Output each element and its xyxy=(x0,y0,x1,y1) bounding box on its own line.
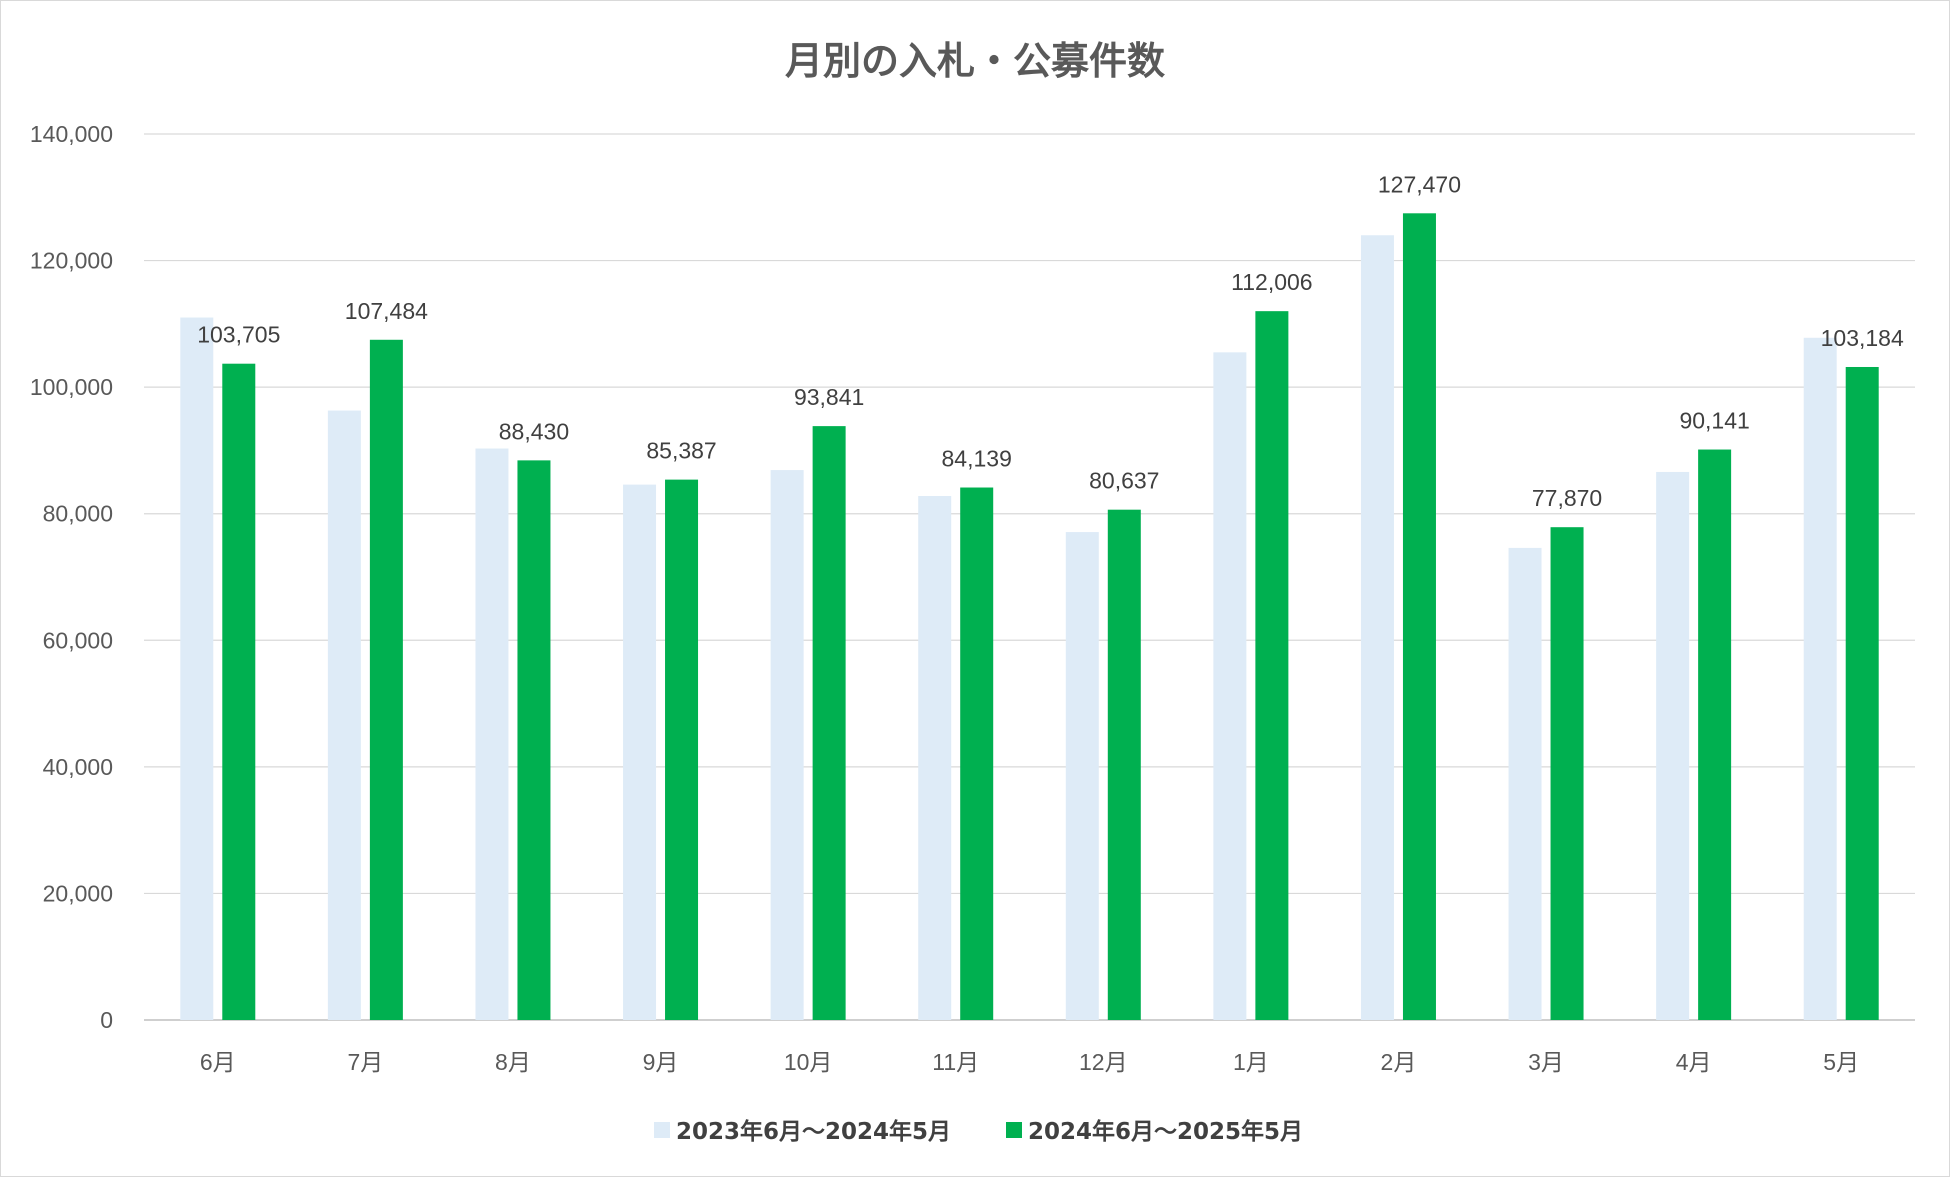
y-tick-label: 0 xyxy=(100,1007,113,1033)
x-tick-label: 11月 xyxy=(932,1049,979,1075)
data-labels: 103,705 107,484 88,430 85,387 93,841 84,139 80… xyxy=(197,171,1904,511)
x-tick-label: 8月 xyxy=(495,1049,531,1075)
data-label: 127,470 xyxy=(1378,171,1461,197)
bar-2023 xyxy=(180,317,214,1020)
bar-2023 xyxy=(1656,471,1690,1021)
y-tick-label: 60,000 xyxy=(43,627,113,653)
y-tick-label: 100,000 xyxy=(30,374,113,400)
bar-2024 xyxy=(1402,213,1436,1020)
bars xyxy=(180,213,1879,1021)
bar-2024 xyxy=(1698,449,1732,1020)
bar-2024 xyxy=(665,479,699,1020)
bar-2024 xyxy=(369,339,403,1021)
bar-2023 xyxy=(1508,547,1542,1020)
data-label: 88,430 xyxy=(499,418,569,444)
x-tick-label: 12月 xyxy=(1079,1049,1128,1075)
x-axis-ticks: 6月 7月 8月 9月 10月 11月 12月 1月 2月 3月 4月 5月 xyxy=(200,1049,1859,1075)
x-tick-label: 1月 xyxy=(1233,1049,1269,1075)
legend-label: 2024年6月～2025年5月 xyxy=(1028,1118,1303,1145)
y-tick-label: 20,000 xyxy=(43,880,113,906)
bar-2024 xyxy=(1107,509,1141,1020)
data-label: 90,141 xyxy=(1679,408,1749,434)
y-tick-label: 80,000 xyxy=(43,501,113,527)
y-tick-label: 40,000 xyxy=(43,754,113,780)
bar-2023 xyxy=(918,495,952,1021)
bar-2024 xyxy=(1255,311,1289,1021)
x-tick-label: 9月 xyxy=(643,1049,679,1075)
bar-2023 xyxy=(1065,532,1099,1020)
data-label: 77,870 xyxy=(1532,485,1602,511)
bar-2023 xyxy=(623,484,657,1020)
x-tick-label: 2月 xyxy=(1381,1049,1417,1075)
legend-swatch xyxy=(654,1122,670,1138)
data-label: 84,139 xyxy=(942,446,1012,472)
bar-2023 xyxy=(1213,352,1247,1021)
y-tick-label: 140,000 xyxy=(30,121,113,147)
data-label: 93,841 xyxy=(794,384,864,410)
data-label: 112,006 xyxy=(1231,269,1312,295)
x-tick-label: 4月 xyxy=(1676,1049,1712,1075)
data-label: 103,184 xyxy=(1821,325,1904,351)
x-tick-label: 6月 xyxy=(200,1049,236,1075)
bar-2023 xyxy=(327,410,361,1020)
legend-label: 2023年6月～2024年5月 xyxy=(676,1118,951,1145)
bar-2023 xyxy=(770,470,804,1021)
data-label: 107,484 xyxy=(345,298,428,324)
bar-2024 xyxy=(1845,366,1879,1020)
y-tick-label: 120,000 xyxy=(30,248,113,274)
bar-2023 xyxy=(1803,337,1837,1020)
data-label: 80,637 xyxy=(1089,468,1159,494)
data-label: 103,705 xyxy=(197,322,280,348)
data-label: 85,387 xyxy=(646,438,716,464)
bar-2024 xyxy=(517,460,551,1020)
bar-2024 xyxy=(812,426,846,1021)
bar-2024 xyxy=(1550,527,1584,1020)
x-tick-label: 10月 xyxy=(784,1049,833,1075)
x-tick-label: 3月 xyxy=(1528,1049,1564,1075)
bar-2024 xyxy=(960,487,994,1020)
x-tick-label: 5月 xyxy=(1823,1049,1859,1075)
bar-2024 xyxy=(222,363,256,1020)
x-tick-label: 7月 xyxy=(347,1049,383,1075)
gridlines xyxy=(144,133,1915,1021)
bar-2023 xyxy=(1360,235,1394,1020)
bar-2023 xyxy=(475,448,509,1020)
legend: 2023年6月～2024年5月 2024年6月～2025年5月 xyxy=(654,1118,1303,1145)
chart-title: 月別の入札・公募件数 xyxy=(785,39,1165,83)
y-axis-ticks: 0 20,000 40,000 60,000 80,000 100,000 120,000 1… xyxy=(30,121,113,1033)
legend-swatch xyxy=(1006,1122,1022,1138)
